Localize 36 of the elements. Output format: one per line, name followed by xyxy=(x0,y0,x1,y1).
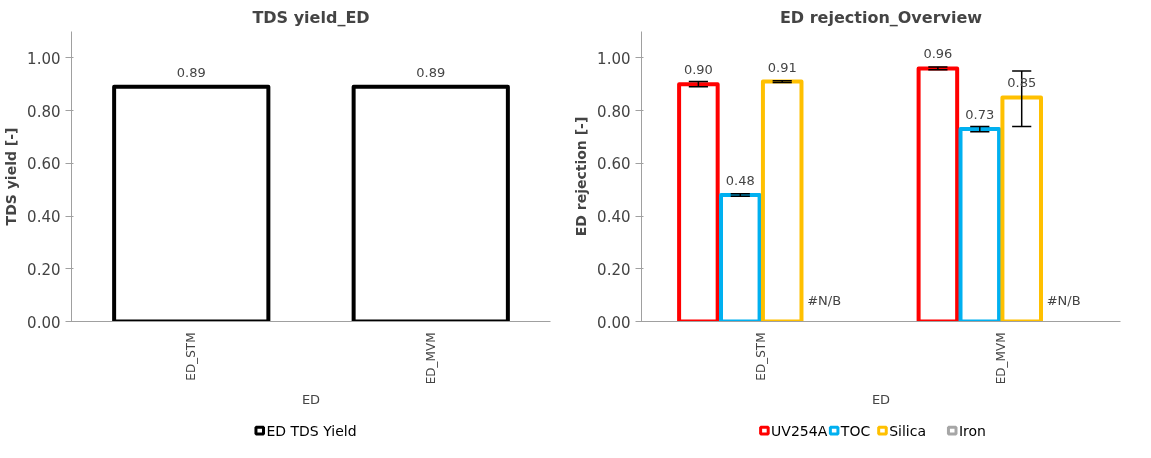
y-tick-label: 0.60 xyxy=(597,155,631,174)
x-tick-label: ED_MVM xyxy=(423,332,438,385)
x-axis-title: ED xyxy=(871,392,891,408)
y-tick-label: 0.80 xyxy=(27,102,61,121)
legend-label: TOC xyxy=(839,422,871,439)
y-tick-label: 0.80 xyxy=(597,102,631,121)
legend-label: ED TDS Yield xyxy=(266,422,357,439)
text: #N/B xyxy=(1046,292,1081,308)
data-label: 0.90 xyxy=(683,62,713,78)
x-tick-label: ED_STM xyxy=(754,332,769,381)
data-label: 0.91 xyxy=(767,59,797,75)
y-axis-title: ED rejection [-] xyxy=(573,116,590,237)
legend-label: Silica xyxy=(889,422,927,439)
x-tick-label: ED_STM xyxy=(184,332,199,381)
y-tick-label: 0.00 xyxy=(27,313,61,332)
text: #N/B xyxy=(807,292,842,308)
data-label: 0.89 xyxy=(176,64,206,80)
data-label: 0.73 xyxy=(965,107,995,123)
y-tick-label: 0.40 xyxy=(597,208,631,227)
data-label: 0.96 xyxy=(923,46,953,62)
y-axis-title: TDS yield [-] xyxy=(3,127,20,226)
data-label: 0.89 xyxy=(416,64,446,80)
data-label: 0.48 xyxy=(725,172,755,188)
y-tick-label: 1.00 xyxy=(597,49,631,68)
y-tick-label: 1.00 xyxy=(27,49,61,68)
legend-label: Iron xyxy=(958,422,986,439)
legend-label: UV254A xyxy=(771,422,828,439)
x-axis-title: ED xyxy=(301,392,321,408)
y-tick-label: 0.20 xyxy=(597,260,631,279)
chart-title: TDS yield_ED xyxy=(252,7,370,27)
y-tick-label: 0.20 xyxy=(27,260,61,279)
x-tick-label: ED_MVM xyxy=(993,332,1008,385)
chart-title: ED rejection_Overview xyxy=(779,7,983,27)
y-tick-label: 0.00 xyxy=(597,313,631,332)
y-tick-label: 0.60 xyxy=(27,155,61,174)
y-tick-label: 0.40 xyxy=(27,208,61,227)
